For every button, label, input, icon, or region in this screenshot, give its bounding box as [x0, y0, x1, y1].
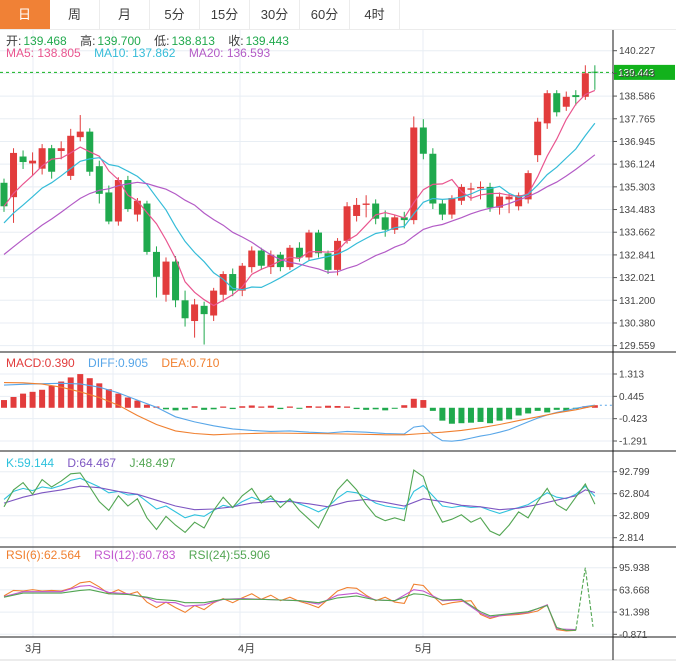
macd-layer: [1, 374, 613, 442]
y-tick-label: 132.021: [619, 273, 656, 284]
rsi24-line: [3, 589, 576, 631]
kdj-layer: [3, 469, 596, 537]
tab-60min[interactable]: 60分: [300, 0, 350, 29]
tab-4hour[interactable]: 4时: [350, 0, 400, 29]
rsi-spike-line: [575, 567, 594, 631]
tab-30min[interactable]: 30分: [250, 0, 300, 29]
diff-line: [3, 382, 595, 442]
y-tick-label: 136.124: [619, 160, 656, 171]
ma10-line: [3, 122, 596, 291]
y-tick-label: 137.765: [619, 114, 656, 125]
y-tick-label: 32.809: [619, 511, 650, 522]
y-tick-label: 140.227: [619, 46, 656, 57]
grid-lines: [0, 30, 613, 637]
y-tick-label: 63.668: [619, 585, 650, 596]
y-tick-label: 92.799: [619, 467, 650, 478]
y-tick-label: 1.313: [619, 370, 644, 381]
k-line: [3, 477, 596, 519]
rsi12-line: [3, 584, 576, 631]
y-tick-label: 62.804: [619, 489, 650, 500]
tab-5min[interactable]: 5分: [150, 0, 200, 29]
tab-week[interactable]: 周: [50, 0, 100, 29]
y-tick-label: 138.586: [619, 92, 656, 103]
y-tick-label: 130.380: [619, 318, 656, 329]
j-line: [3, 469, 596, 537]
month-label: 5月: [415, 643, 432, 655]
y-tick-label: 139.443: [619, 69, 656, 80]
d-line: [3, 485, 596, 511]
y-tick-label: 136.945: [619, 137, 656, 148]
tab-month[interactable]: 月: [100, 0, 150, 29]
y-tick-label: 135.303: [619, 182, 656, 193]
candles-layer: [0, 65, 599, 345]
rsi-layer: [3, 567, 594, 632]
tab-15min[interactable]: 15分: [200, 0, 250, 29]
y-tick-label: 131.200: [619, 296, 656, 307]
y-tick-label: 132.841: [619, 250, 656, 261]
dea-line: [3, 382, 596, 436]
y-tick-label: -0.423: [619, 414, 648, 425]
month-label: 3月: [25, 643, 42, 655]
ma5-line: [3, 89, 596, 307]
y-axis-labels: 140.227 139.443 138.586 137.765 136.945 136.1…: [613, 46, 656, 641]
current-price-badge: 139.443: [614, 64, 675, 80]
y-tick-label: -0.871: [619, 630, 648, 641]
y-tick-label: 134.483: [619, 205, 656, 216]
y-tick-label: 95.938: [619, 563, 650, 574]
rsi6-line: [3, 580, 576, 632]
y-tick-label: 2.814: [619, 533, 644, 544]
month-label: 4月: [238, 643, 255, 655]
y-tick-label: 129.559: [619, 341, 656, 352]
y-tick-label: -1.291: [619, 436, 648, 447]
tab-day[interactable]: 日: [0, 0, 50, 29]
svg-text:139.443: 139.443: [618, 68, 655, 79]
ma20-line: [3, 154, 596, 274]
interval-toolbar: 日周月 5分 15分 30分 60分 4时: [0, 0, 676, 30]
panel-frame: [0, 30, 676, 661]
y-tick-label: 31.398: [619, 608, 650, 619]
y-tick-label: 133.662: [619, 228, 656, 239]
x-axis-labels: 3月 4月 5月: [25, 643, 432, 655]
y-tick-label: 0.445: [619, 392, 644, 403]
